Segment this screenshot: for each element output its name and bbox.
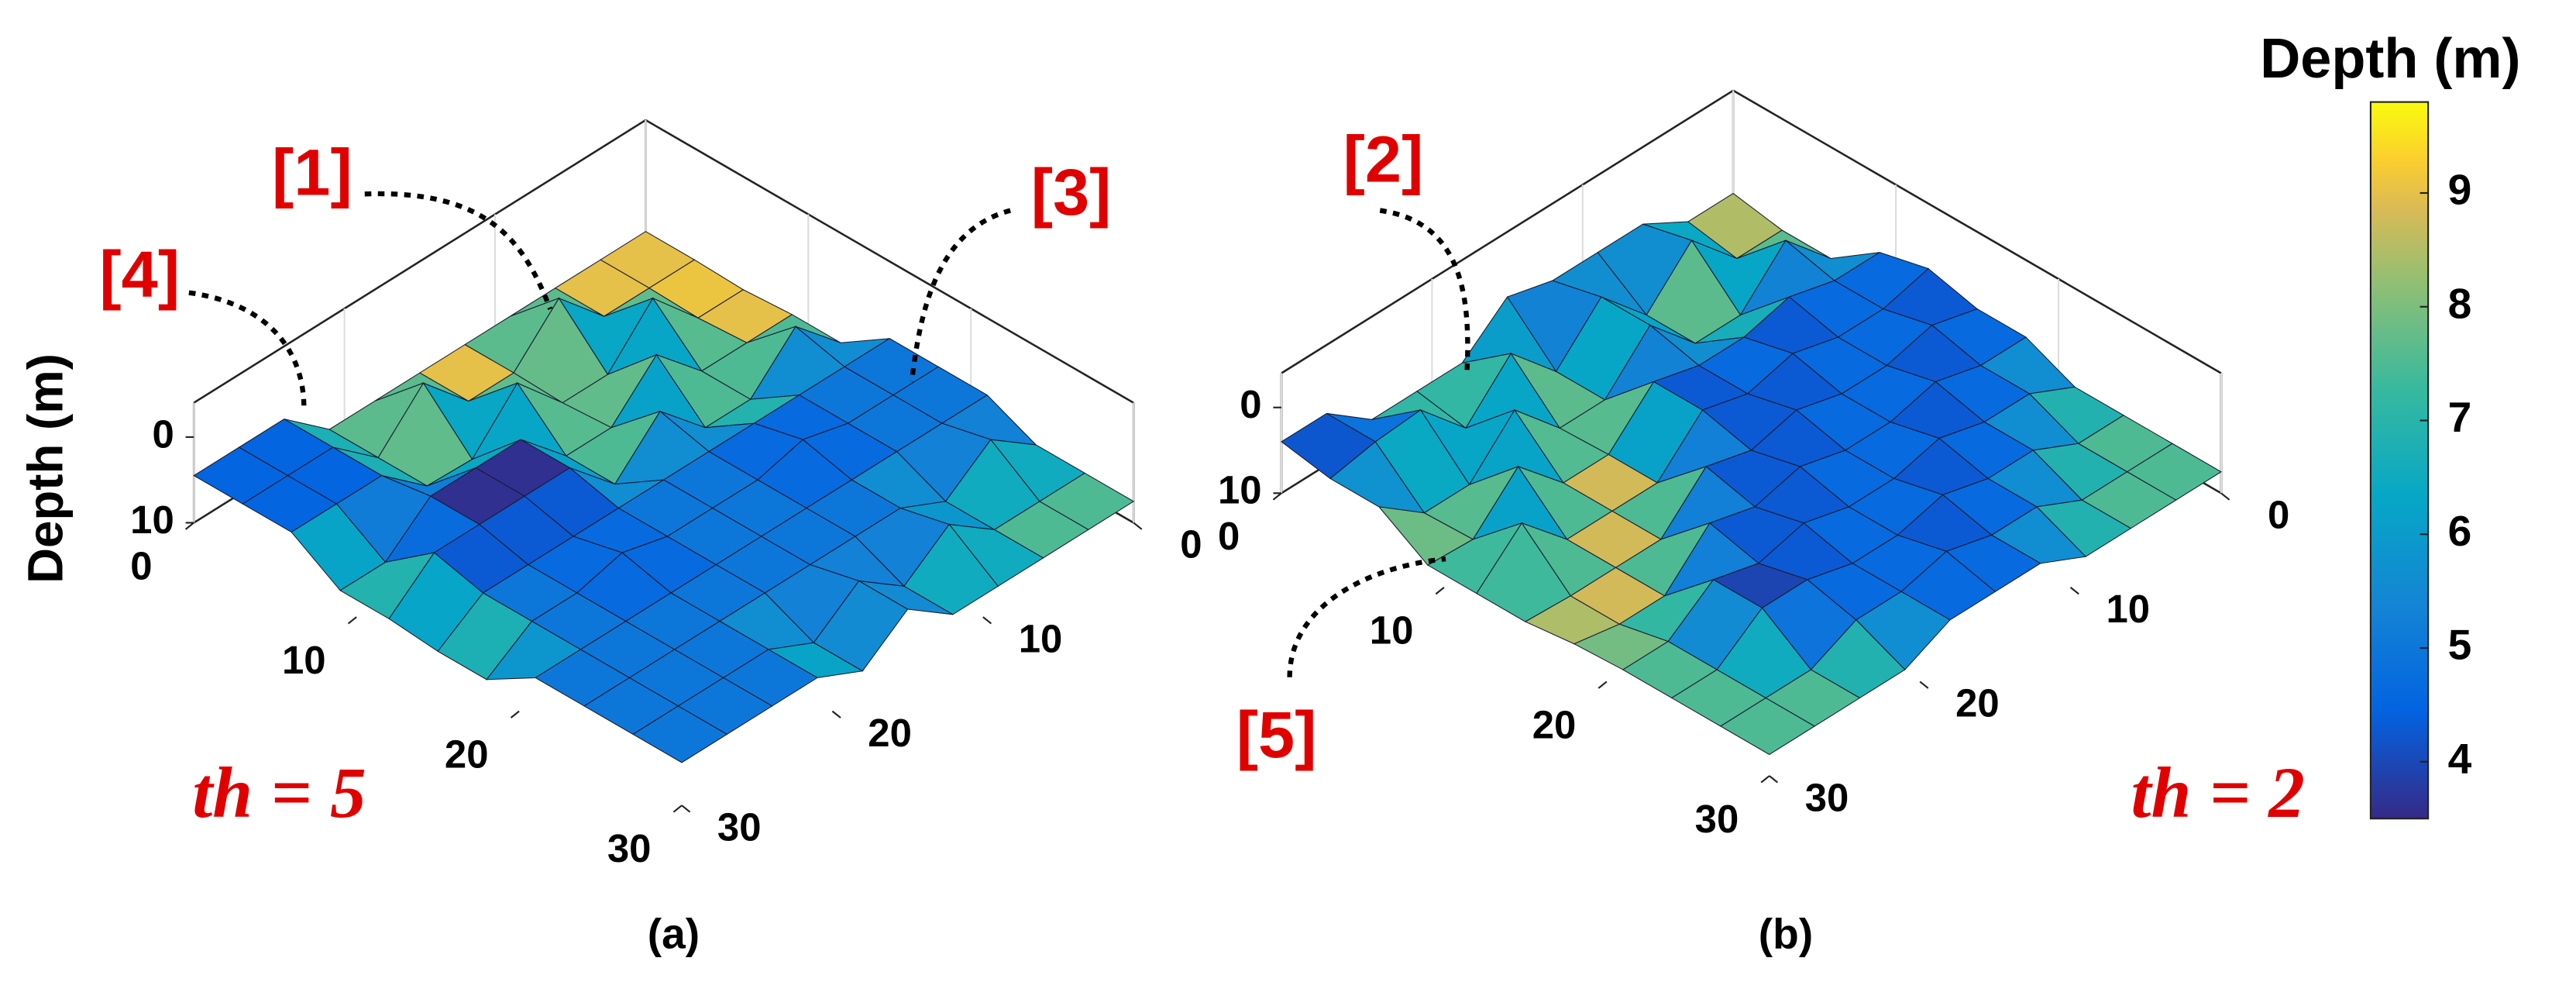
- tick-mark: [982, 616, 992, 625]
- callout-line: [1287, 556, 1446, 677]
- threshold-label: th = 5: [192, 753, 366, 833]
- tick-mark: [672, 805, 683, 813]
- y-tick-label: 30: [1805, 775, 1849, 819]
- z-tick-label: 10: [130, 498, 174, 542]
- surface-face: [632, 705, 728, 763]
- tick-mark: [184, 522, 194, 530]
- z-axis-label: Depth (m): [18, 353, 73, 584]
- callout: [5]: [1236, 698, 1317, 771]
- x-tick-label: 30: [607, 826, 652, 870]
- colorbar: [2369, 101, 2430, 820]
- colorbar-tick-label: 7: [2448, 393, 2472, 441]
- colorbar-tick-label: 6: [2448, 507, 2472, 555]
- box-edge: [193, 119, 647, 404]
- box-edge: [645, 119, 1134, 404]
- colorbar-tick-label: 8: [2448, 279, 2472, 327]
- tick-mark: [1133, 522, 1143, 530]
- tick-mark: [1272, 492, 1282, 501]
- colorbar-tick-label: 5: [2448, 621, 2472, 669]
- tick-mark: [1435, 587, 1445, 595]
- y-tick-label: 30: [717, 805, 762, 849]
- box-edge: [1281, 89, 1734, 374]
- callout-line: [909, 208, 1011, 382]
- tick-mark: [681, 805, 691, 813]
- x-tick-label: 10: [282, 638, 326, 682]
- colorbar-tick-label: 9: [2448, 166, 2472, 214]
- tick-mark: [347, 616, 357, 625]
- callout-line: [364, 191, 553, 310]
- x-tick-label: 0: [1218, 514, 1240, 558]
- callout: [1]: [272, 136, 353, 209]
- box-edge: [1732, 89, 2222, 374]
- tick-mark: [1760, 775, 1770, 784]
- y-tick-label: 10: [2107, 587, 2151, 631]
- callout-line: [1379, 208, 1470, 370]
- x-tick-label: 10: [1370, 608, 1414, 653]
- z-tick-label: 10: [1218, 468, 1262, 512]
- x-tick-label: 20: [1532, 702, 1577, 746]
- x-tick-label: 30: [1695, 797, 1739, 841]
- tick-mark: [2069, 587, 2079, 595]
- x-tick-label: 20: [445, 732, 489, 776]
- tick-mark: [1769, 775, 1779, 784]
- tick-mark: [1919, 681, 1929, 689]
- tick-mark: [2220, 492, 2230, 501]
- x-tick-label: 0: [130, 543, 152, 587]
- y-tick-label: 0: [2268, 493, 2289, 537]
- y-tick-label: 20: [868, 711, 912, 755]
- panel-label: (b): [1759, 909, 1813, 957]
- tick-mark: [1598, 681, 1608, 689]
- z-tick-label: 0: [1240, 382, 1261, 426]
- threshold-label: th = 2: [2131, 753, 2305, 833]
- z-tick-label: 0: [152, 412, 174, 456]
- callout-line: [188, 290, 307, 408]
- colorbar-title: Depth (m): [2260, 28, 2520, 90]
- callout: [3]: [1031, 155, 1112, 229]
- y-tick-label: 10: [1019, 616, 1063, 660]
- colorbar-tick-label: 4: [2448, 734, 2472, 782]
- tick-mark: [510, 710, 520, 718]
- tick-mark: [831, 710, 841, 718]
- callout: [4]: [99, 237, 180, 311]
- y-tick-label: 0: [1180, 522, 1202, 567]
- surface-face: [1719, 697, 1816, 756]
- panel-label: (a): [648, 909, 700, 957]
- callout: [2]: [1343, 122, 1424, 196]
- y-tick-label: 20: [1955, 681, 2000, 725]
